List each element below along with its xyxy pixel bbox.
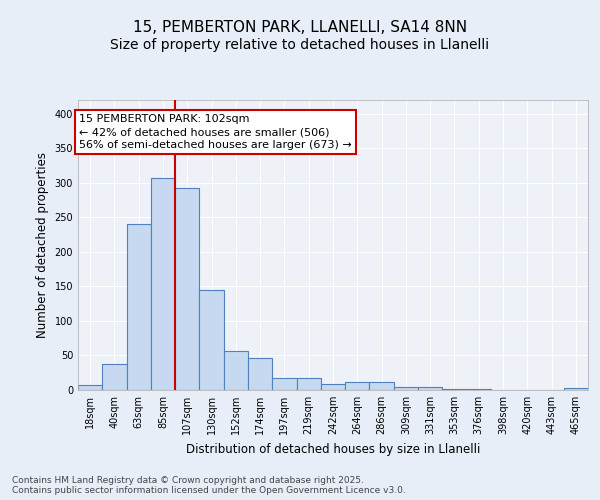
Bar — [394, 387, 418, 390]
Bar — [248, 358, 272, 390]
Text: Size of property relative to detached houses in Llanelli: Size of property relative to detached ho… — [110, 38, 490, 52]
Bar — [127, 224, 151, 390]
Bar — [418, 387, 442, 390]
Bar — [296, 378, 321, 390]
Bar — [102, 364, 127, 390]
Y-axis label: Number of detached properties: Number of detached properties — [36, 152, 49, 338]
Bar — [78, 385, 102, 390]
Text: 15 PEMBERTON PARK: 102sqm
← 42% of detached houses are smaller (506)
56% of semi: 15 PEMBERTON PARK: 102sqm ← 42% of detac… — [79, 114, 352, 150]
Text: Contains HM Land Registry data © Crown copyright and database right 2025.
Contai: Contains HM Land Registry data © Crown c… — [12, 476, 406, 495]
Bar — [175, 188, 199, 390]
Bar — [321, 384, 345, 390]
Bar — [199, 290, 224, 390]
X-axis label: Distribution of detached houses by size in Llanelli: Distribution of detached houses by size … — [186, 442, 480, 456]
Bar — [345, 382, 370, 390]
Text: 15, PEMBERTON PARK, LLANELLI, SA14 8NN: 15, PEMBERTON PARK, LLANELLI, SA14 8NN — [133, 20, 467, 35]
Bar — [224, 352, 248, 390]
Bar — [151, 178, 175, 390]
Bar — [272, 378, 296, 390]
Bar — [370, 382, 394, 390]
Bar — [564, 388, 588, 390]
